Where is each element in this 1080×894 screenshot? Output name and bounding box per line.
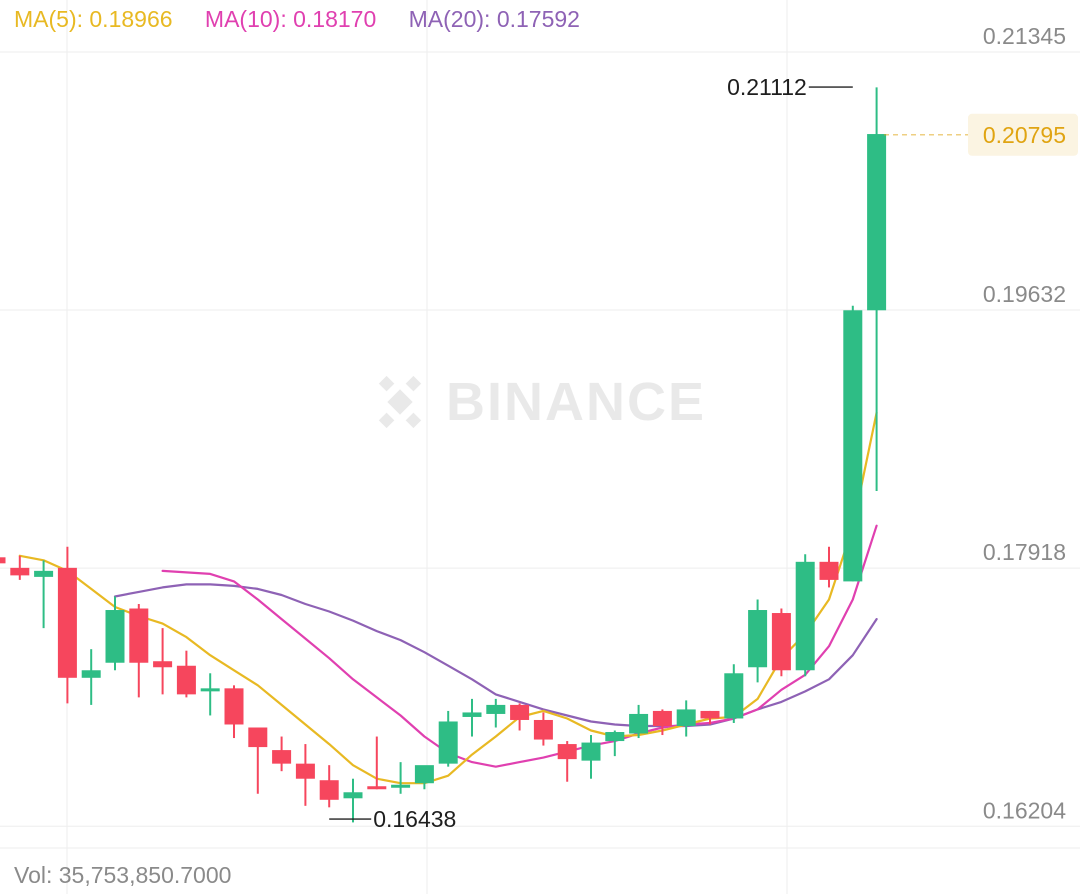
candle-body [557,744,577,760]
candle [200,673,220,716]
volume-label: Vol: 35,753,850.7000 [14,862,232,888]
low-marker-label: 0.16438 [373,806,456,832]
candle [581,735,601,779]
candle-body [57,567,77,678]
candle-body [438,721,458,764]
ma5-label: MA(5): 0.18966 [14,6,173,32]
candle-body [867,134,887,311]
candle-body [153,661,173,668]
y-tick-label: 0.19632 [983,281,1066,307]
candle [676,700,696,737]
candle [438,710,458,767]
candle [414,765,434,790]
candle [176,650,196,698]
candle-body [176,665,196,695]
candle [153,628,173,695]
candle [748,599,768,683]
candle [557,741,577,782]
candle-body [795,561,815,671]
binance-logo-icon [378,375,422,429]
candle-body [581,742,601,761]
candle-body [272,750,292,764]
candle [771,608,791,677]
candle [867,87,887,492]
candle-body [724,673,744,719]
candle [652,709,672,736]
candle [391,762,411,794]
ma20-label: MA(20): 0.17592 [408,6,580,32]
candle-body [819,561,839,580]
candle-body [81,670,101,678]
candle [700,710,720,725]
candle [629,704,649,739]
candle-body [248,727,268,748]
candle [295,744,315,806]
candle-body [462,712,482,717]
candle-body [295,763,315,779]
candle-body [129,608,149,663]
y-tick-label: 0.17918 [983,539,1066,565]
candle-body [843,310,863,582]
candle-body [605,732,625,742]
candle [224,685,244,739]
candle-body [224,688,244,725]
candle [605,730,625,757]
price-markers: 0.21112 0.16438 0.20795 [329,74,1078,832]
candle-body [105,610,125,663]
candle [486,698,506,728]
candle-body [0,557,6,564]
current-price-badge [968,113,1078,156]
candle [819,546,839,588]
candle [272,736,292,772]
candle [129,603,149,698]
candle [367,736,387,790]
candle [795,554,815,677]
watermark-text: BINANCE [446,372,706,432]
candle-body [748,610,768,668]
candle-body [10,567,30,576]
candle-body [652,710,672,726]
candle [10,555,30,580]
candle [462,698,482,737]
candle-body [510,704,530,720]
high-marker-label: 0.21112 [727,74,807,100]
candle-body [629,713,649,734]
ma-legend: MA(5): 0.18966 MA(10): 0.18170 MA(20): 0… [14,6,606,33]
ma10-line [161,524,878,768]
ma10-label: MA(10): 0.18170 [204,6,377,32]
candle-body [414,765,434,784]
candle-body [771,613,791,671]
y-axis: 0.21345 0.19632 0.17918 0.16204 [983,23,1066,823]
candle [81,649,101,705]
candle-body [391,784,411,788]
candle [105,596,125,671]
candle-body [343,792,363,799]
candle-body [367,786,387,790]
candle [724,664,744,723]
candle-body [700,710,720,719]
candle-body [486,704,506,714]
candle-body [533,719,553,740]
candle [533,712,553,746]
candle [248,727,268,794]
current-price-label: 0.20795 [983,122,1066,148]
candle [57,546,77,704]
y-tick-label: 0.21345 [983,23,1066,49]
candle [0,557,6,564]
candle-body [200,688,220,692]
candle-body [676,709,696,726]
binance-watermark: BINANCE [378,372,706,432]
candle [319,765,339,808]
candle [34,560,54,629]
candle-body [319,780,339,800]
candles [0,87,887,823]
candle [343,778,363,823]
y-tick-label: 0.16204 [983,797,1066,823]
candle-body [34,570,54,577]
candle [843,305,863,582]
candle [510,703,530,731]
